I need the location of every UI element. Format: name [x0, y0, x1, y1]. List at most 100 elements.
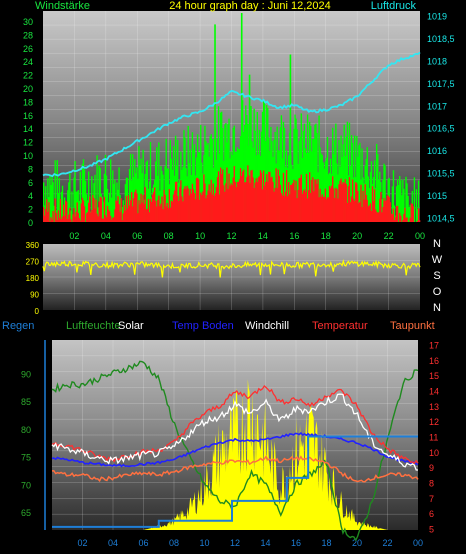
gust-bar — [169, 140, 172, 222]
wind-bar — [327, 197, 330, 222]
wind-bar — [168, 189, 171, 222]
gust-bar — [377, 154, 379, 222]
wind-bar — [215, 187, 218, 222]
y-tick-humidity: 80 — [21, 425, 31, 435]
gust-bar — [52, 182, 54, 222]
gust-bar — [396, 179, 399, 222]
gust-bar — [188, 163, 190, 222]
y-tick-left: 30 — [23, 17, 33, 27]
wind-bar — [178, 200, 180, 222]
y-tick-left: 6 — [28, 178, 33, 188]
wind-bar — [337, 198, 339, 222]
gust-bar — [376, 143, 378, 222]
wind-bar — [108, 211, 111, 222]
wind-bar — [141, 202, 143, 222]
wind-bar — [288, 182, 290, 222]
wind-bar — [256, 181, 258, 222]
wind-bar — [83, 206, 86, 222]
gust-bar — [303, 123, 306, 222]
wind-bar — [381, 212, 383, 222]
wind-bar — [267, 181, 269, 222]
wind-bar — [66, 201, 68, 222]
wind-bar — [378, 212, 380, 222]
x-tick: 14 — [258, 231, 268, 241]
wind-bar — [323, 196, 326, 222]
wind-bar — [270, 177, 272, 222]
x-tick-climate: 10 — [199, 538, 209, 548]
wind-bar — [321, 194, 323, 222]
y-tick-temperature: 15 — [429, 371, 439, 381]
y-tick-left: 24 — [23, 57, 33, 67]
wind-bar — [54, 198, 56, 222]
wind-bar — [312, 177, 314, 222]
gust-bar — [321, 154, 323, 222]
wind-bar — [195, 178, 198, 222]
wind-bar — [340, 178, 342, 222]
gust-bar — [110, 159, 112, 222]
legend-windchill: Windchill — [245, 320, 289, 332]
wind-bar — [302, 190, 305, 222]
wind-bar — [112, 217, 114, 222]
wind-bar — [162, 209, 164, 222]
gust-bar — [128, 168, 131, 222]
gust-bar — [333, 154, 335, 222]
wind-bar — [249, 182, 251, 222]
gust-bar — [296, 129, 298, 222]
gust-bar — [307, 152, 310, 222]
gust-bar — [399, 175, 401, 222]
wind-bar — [85, 213, 88, 222]
x-tick-climate: 20 — [352, 538, 362, 548]
gust-bar — [335, 123, 337, 222]
wind-bar — [218, 194, 221, 222]
x-tick-climate: 02 — [77, 538, 87, 548]
gust-bar — [69, 172, 71, 222]
gust-bar — [158, 142, 160, 222]
wind-bar — [405, 217, 407, 222]
wind-bar — [359, 201, 361, 222]
wind-bar — [97, 216, 99, 222]
gust-bar — [81, 163, 84, 222]
wind-bar — [199, 199, 201, 222]
wind-bar — [137, 213, 139, 222]
x-tick-climate: 14 — [260, 538, 270, 548]
gust-bar — [205, 141, 207, 222]
gust-bar — [191, 132, 194, 222]
gust-bar — [182, 166, 184, 222]
gust-bar — [63, 197, 66, 222]
gust-bar — [313, 139, 315, 222]
wind-bar — [73, 208, 75, 222]
gust-bar — [334, 140, 336, 222]
legend-temperatur: Temperatur — [312, 320, 368, 332]
wind-bar — [135, 189, 137, 222]
y-tick-direction: 0 — [35, 307, 40, 316]
y-tick-right: 1014,5 — [427, 214, 455, 224]
wind-bar — [316, 183, 318, 222]
gust-bar — [300, 113, 302, 222]
wind-bar — [319, 188, 321, 222]
gust-bar — [306, 114, 309, 222]
gust-bar — [253, 108, 255, 222]
x-tick: 04 — [101, 231, 111, 241]
wind-bar — [48, 202, 50, 222]
y-tick-left: 12 — [23, 138, 33, 148]
y-tick-right: 1017 — [427, 101, 447, 111]
wind-bar — [303, 189, 306, 222]
wind-bar — [45, 208, 47, 222]
wind-bar — [134, 192, 136, 222]
gust-bar — [165, 138, 167, 222]
wind-bar — [56, 219, 58, 222]
gust-spike — [240, 13, 243, 223]
gust-bar — [273, 139, 275, 222]
gust-bar — [417, 180, 420, 222]
gust-bar — [232, 127, 234, 222]
wind-bar — [99, 196, 101, 222]
gust-bar — [301, 157, 304, 222]
wind-bar — [269, 171, 271, 222]
gust-bar — [315, 123, 317, 222]
wind-bar — [333, 188, 335, 222]
compass-label: W — [432, 254, 443, 266]
wind-bar — [297, 189, 299, 222]
wind-bar — [393, 220, 396, 222]
wind-bar — [314, 179, 316, 222]
wind-bar — [98, 201, 100, 222]
